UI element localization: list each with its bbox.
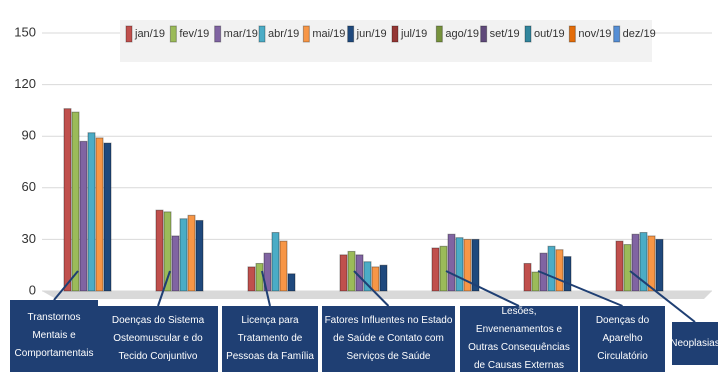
bar [615,240,624,292]
leader-line [53,270,79,301]
bar [247,266,256,292]
bar [79,140,88,292]
legend-label: mar/19 [224,28,258,40]
bar [179,218,188,292]
category-label: Doenças do Sistema Osteomuscular e do Te… [98,306,218,372]
legend-label: nov/19 [578,28,611,40]
y-tick-label: 0 [29,282,36,297]
legend-swatch [613,25,621,43]
legend-label: out/19 [534,28,565,40]
bar [655,238,664,292]
bar [563,256,572,292]
bar [371,266,380,292]
legend-swatch [480,25,488,43]
bar [455,237,464,292]
legend-swatch [125,25,133,43]
bar [95,137,104,292]
leader-line [537,270,623,307]
legend-label: abr/19 [268,28,299,40]
bar [623,244,632,292]
legend-label: jun/19 [356,28,387,40]
y-tick-label: 150 [14,24,36,39]
legend-bg [120,20,652,62]
bar [187,214,196,292]
bar [379,264,388,292]
bar [639,232,648,292]
bar [555,249,564,292]
leader-line [445,270,520,307]
bar [103,142,112,292]
bar [63,108,72,292]
leader-line [353,270,390,307]
bar [87,132,96,292]
legend-swatch [435,25,443,43]
bar [71,111,80,292]
legend-label: set/19 [490,28,520,40]
bar [547,245,556,292]
category-label: Fatores Influentes no Estado de Saúde e … [322,306,455,372]
bar [439,245,448,292]
legend-label: mai/19 [312,28,345,40]
bar [163,211,172,292]
legend-label: dez/19 [623,28,656,40]
category-label: Transtornos Mentais e Comportamentais [10,300,98,372]
leader-line [157,270,171,307]
leader-line [261,270,271,307]
legend-swatch [347,25,355,43]
category-label: Licença para Tratamento de Pessoas da Fa… [222,306,318,372]
legend-swatch [524,25,532,43]
bar [647,235,656,292]
bar [271,232,280,292]
category-label: Doenças do Aparelho Circulatório [580,306,665,372]
bar [447,233,456,292]
bar [463,238,472,292]
category-label: Lesões, Envenenamentos e Outras Consequê… [460,306,578,372]
bar [363,261,372,292]
bar [523,262,532,292]
y-tick-label: 90 [22,128,36,143]
bar [339,254,348,292]
category-label: Neoplasias [670,322,718,365]
bar [171,235,180,292]
legend-label: fev/19 [179,28,209,40]
legend-swatch [391,25,399,43]
legend-swatch [568,25,576,43]
bar [279,240,288,292]
y-tick-label: 120 [14,76,36,91]
bar [287,273,296,292]
bar [631,233,640,292]
leader-line [629,270,696,323]
legend-swatch [302,25,310,43]
bar [195,219,204,292]
legend-label: jan/19 [134,28,165,40]
legend-label: ago/19 [445,28,479,40]
bar [471,238,480,292]
bar [155,209,164,292]
bar [255,262,264,292]
bar [531,271,540,292]
y-tick-label: 30 [22,231,36,246]
y-tick-label: 60 [22,179,36,194]
bar [431,247,440,292]
legend-swatch [169,25,177,43]
legend-swatch [214,25,222,43]
legend-swatch [258,25,266,43]
legend-label: jul/19 [400,28,427,40]
